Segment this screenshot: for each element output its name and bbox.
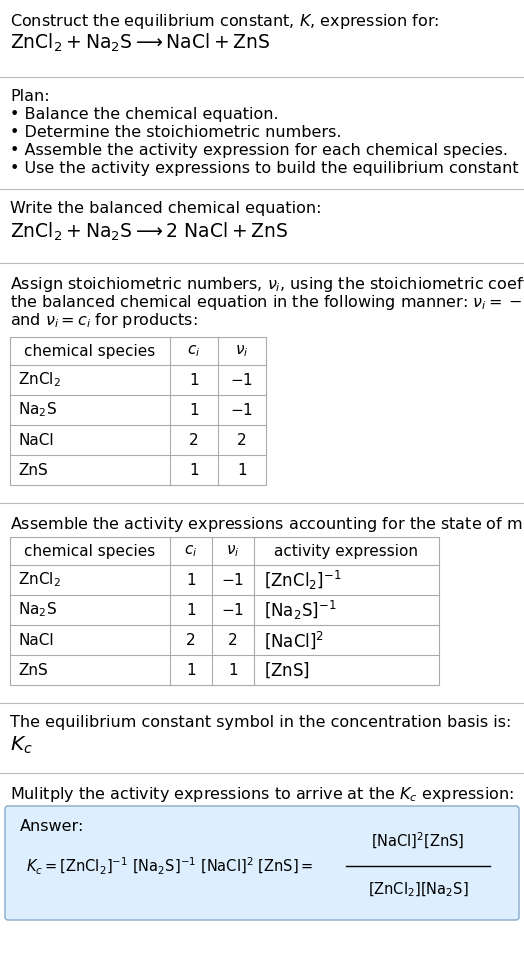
Text: $\mathrm{ZnCl_2 + Na_2S \longrightarrow 2\ NaCl + ZnS}$: $\mathrm{ZnCl_2 + Na_2S \longrightarrow … [10, 221, 288, 244]
Text: $-1$: $-1$ [231, 372, 254, 388]
Text: the balanced chemical equation in the following manner: $\nu_i = -c_i$ for react: the balanced chemical equation in the fo… [10, 293, 524, 312]
Text: 1: 1 [186, 663, 196, 677]
Text: $c_i$: $c_i$ [184, 543, 198, 559]
Text: Assign stoichiometric numbers, $\nu_i$, using the stoichiometric coefficients, $: Assign stoichiometric numbers, $\nu_i$, … [10, 275, 524, 294]
Bar [10, 537, 439, 685]
Text: NaCl: NaCl [18, 433, 53, 448]
Text: 1: 1 [228, 663, 238, 677]
Text: chemical species: chemical species [25, 543, 156, 559]
Text: $\mathrm{ZnCl_2}$: $\mathrm{ZnCl_2}$ [18, 571, 61, 589]
Text: The equilibrium constant symbol in the concentration basis is:: The equilibrium constant symbol in the c… [10, 715, 511, 730]
Text: 1: 1 [189, 402, 199, 417]
Text: $\mathrm{ZnCl_2 + Na_2S \longrightarrow NaCl + ZnS}$: $\mathrm{ZnCl_2 + Na_2S \longrightarrow … [10, 32, 270, 54]
Text: 2: 2 [237, 433, 247, 448]
Text: $c_i$: $c_i$ [188, 343, 201, 359]
Text: Answer:: Answer: [20, 819, 84, 834]
Text: 1: 1 [189, 372, 199, 388]
FancyBboxPatch shape [5, 806, 519, 920]
Text: $\mathrm{Na_2S}$: $\mathrm{Na_2S}$ [18, 401, 57, 419]
Text: $[\mathrm{NaCl}]^2$: $[\mathrm{NaCl}]^2$ [264, 629, 324, 650]
Text: $K_c$: $K_c$ [10, 735, 33, 756]
Text: ZnS: ZnS [18, 663, 48, 677]
Text: $-1$: $-1$ [222, 602, 245, 618]
Text: 1: 1 [237, 462, 247, 478]
Text: $\nu_i$: $\nu_i$ [226, 543, 239, 559]
Text: 1: 1 [186, 603, 196, 618]
Text: Plan:: Plan: [10, 89, 50, 104]
Text: • Balance the chemical equation.: • Balance the chemical equation. [10, 107, 279, 122]
Text: 1: 1 [189, 462, 199, 478]
Bar [10, 337, 266, 485]
Text: $[\mathrm{NaCl}]^2 [\mathrm{ZnS}]$: $[\mathrm{NaCl}]^2 [\mathrm{ZnS}]$ [371, 831, 465, 851]
Text: $-1$: $-1$ [222, 572, 245, 588]
Text: ZnS: ZnS [18, 462, 48, 478]
Text: activity expression: activity expression [275, 543, 419, 559]
Text: • Determine the stoichiometric numbers.: • Determine the stoichiometric numbers. [10, 125, 342, 140]
Text: $K_c = [\mathrm{ZnCl_2}]^{-1}\ [\mathrm{Na_2S}]^{-1}\ [\mathrm{NaCl}]^2\ [\mathr: $K_c = [\mathrm{ZnCl_2}]^{-1}\ [\mathrm{… [26, 856, 313, 877]
Text: 2: 2 [189, 433, 199, 448]
Text: NaCl: NaCl [18, 632, 53, 647]
Text: 2: 2 [228, 632, 238, 647]
Text: $\nu_i$: $\nu_i$ [235, 343, 249, 359]
Text: 2: 2 [186, 632, 196, 647]
Text: Mulitply the activity expressions to arrive at the $K_c$ expression:: Mulitply the activity expressions to arr… [10, 785, 514, 804]
Text: $-1$: $-1$ [231, 402, 254, 418]
Text: Write the balanced chemical equation:: Write the balanced chemical equation: [10, 201, 322, 216]
Text: Construct the equilibrium constant, $K$, expression for:: Construct the equilibrium constant, $K$,… [10, 12, 439, 31]
Text: $[\mathrm{ZnCl_2}]^{-1}$: $[\mathrm{ZnCl_2}]^{-1}$ [264, 568, 342, 591]
Text: $[\mathrm{ZnCl_2}] [\mathrm{Na_2S}]$: $[\mathrm{ZnCl_2}] [\mathrm{Na_2S}]$ [368, 881, 468, 900]
Text: chemical species: chemical species [25, 344, 156, 358]
Text: • Assemble the activity expression for each chemical species.: • Assemble the activity expression for e… [10, 143, 508, 158]
Text: $[\mathrm{ZnS}]$: $[\mathrm{ZnS}]$ [264, 660, 310, 680]
Text: $[\mathrm{Na_2S}]^{-1}$: $[\mathrm{Na_2S}]^{-1}$ [264, 599, 336, 622]
Text: Assemble the activity expressions accounting for the state of matter and $\nu_i$: Assemble the activity expressions accoun… [10, 515, 524, 534]
Text: • Use the activity expressions to build the equilibrium constant expression.: • Use the activity expressions to build … [10, 161, 524, 176]
Text: $\mathrm{Na_2S}$: $\mathrm{Na_2S}$ [18, 601, 57, 620]
Text: $\mathrm{ZnCl_2}$: $\mathrm{ZnCl_2}$ [18, 371, 61, 390]
Text: and $\nu_i = c_i$ for products:: and $\nu_i = c_i$ for products: [10, 311, 198, 330]
Text: 1: 1 [186, 572, 196, 587]
